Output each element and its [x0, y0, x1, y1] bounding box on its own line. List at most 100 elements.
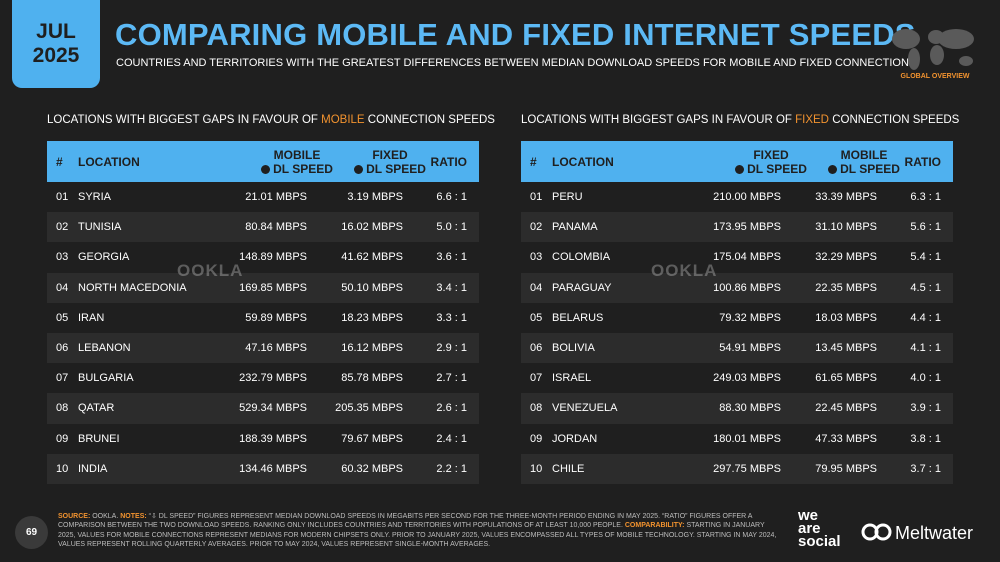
download-icon: [735, 164, 745, 174]
cell-value: 60.32 MBPS: [341, 462, 403, 475]
header-line: DL SPEED: [257, 162, 337, 176]
heading-text: LOCATIONS WITH BIGGEST GAPS IN FAVOUR OF: [521, 114, 796, 126]
table-heading: LOCATIONS WITH BIGGEST GAPS IN FAVOUR OF…: [47, 114, 495, 126]
date-badge: JUL 2025: [12, 0, 100, 88]
cell-value: 47.16 MBPS: [245, 342, 307, 355]
cell-value: 03: [56, 251, 69, 264]
cell-value: 47.33 MBPS: [815, 432, 877, 445]
heading-highlight: MOBILE: [321, 114, 365, 126]
cell-value: 33.39 MBPS: [815, 191, 877, 204]
cell-value: 22.45 MBPS: [815, 402, 877, 415]
table-row: 01 PERU 210.00 MBPS 33.39 MBPS 6.3 : 1: [521, 182, 953, 212]
location: PARAGUAY: [552, 281, 612, 294]
notes-label: NOTES:: [120, 513, 147, 520]
table-row: 02 TUNISIA 80.84 MBPS 16.02 MBPS 5.0 : 1: [47, 212, 479, 243]
heading-text: LOCATIONS WITH BIGGEST GAPS IN FAVOUR OF: [47, 114, 322, 126]
table-row: 06 BOLIVIA 54.91 MBPS 13.45 MBPS 4.1 : 1: [521, 332, 953, 364]
subtitle: COUNTRIES AND TERRITORIES WITH THE GREAT…: [116, 57, 917, 69]
heading-text: CONNECTION SPEEDS: [829, 114, 960, 126]
column-header: #: [530, 155, 537, 169]
cell-value: 100.86 MBPS: [713, 281, 781, 294]
cell-value: 61.65 MBPS: [815, 372, 877, 385]
cell-value: 210.00 MBPS: [713, 191, 781, 204]
cell-value: 205.35 MBPS: [335, 402, 403, 415]
cell-value: 3.9 : 1: [910, 402, 941, 415]
cell-value: 59.89 MBPS: [245, 311, 307, 324]
cell-value: 249.03 MBPS: [713, 372, 781, 385]
table-row: 09 BRUNEI 188.39 MBPS 79.67 MBPS 2.4 : 1: [47, 424, 479, 454]
cell-value: 02: [530, 221, 543, 234]
watermark: OOKLA: [651, 261, 718, 280]
cell-value: 08: [56, 402, 69, 415]
header-text: LOCATION: [552, 154, 614, 169]
cell-value: 4.1 : 1: [910, 342, 941, 355]
table-row: 03 COLOMBIA 175.04 MBPS 32.29 MBPS 5.4 : 1: [521, 242, 953, 272]
column-header: MOBILE DL SPEED: [257, 148, 337, 176]
comparability-label: COMPARABILITY:: [624, 522, 685, 530]
cell-value: 79.67 MBPS: [341, 432, 403, 445]
header-text: DL SPEED: [273, 161, 333, 176]
cell-value: 4.0 : 1: [910, 372, 941, 385]
column-header: RATIO: [905, 155, 941, 169]
cell-value: 173.95 MBPS: [713, 221, 781, 234]
column-header: #: [56, 155, 63, 169]
header-line: RATIO: [431, 155, 467, 169]
table: # LOCATION MOBILE DL SPEED FIXED DL SPEED RATI…: [47, 141, 479, 484]
cell-value: 6.6 : 1: [436, 191, 467, 204]
cell-value: 85.78 MBPS: [341, 372, 403, 385]
table-row: 01 SYRIA 21.01 MBPS 3.19 MBPS 6.6 : 1: [47, 182, 479, 212]
header-text: RATIO: [904, 154, 941, 169]
location: BRUNEI: [78, 432, 120, 445]
cell-value: 18.03 MBPS: [815, 311, 877, 324]
cell-value: 06: [56, 342, 69, 355]
header-line: LOCATION: [552, 155, 614, 169]
world-map: [892, 29, 974, 70]
location: IRAN: [78, 311, 105, 324]
download-icon: [354, 164, 364, 174]
cell-value: 41.62 MBPS: [341, 251, 403, 264]
cell-value: 188.39 MBPS: [239, 432, 307, 445]
cell-value: 88.30 MBPS: [719, 402, 781, 415]
cell-value: 80.84 MBPS: [245, 221, 307, 234]
cell-value: 10: [56, 462, 69, 475]
table-header: # LOCATION FIXED DL SPEED MOBILE DL SPEED RATI…: [521, 141, 953, 182]
location: SYRIA: [78, 191, 112, 204]
cell-value: 5.4 : 1: [910, 251, 941, 264]
cell-value: 79.32 MBPS: [719, 311, 781, 324]
cell-value: 05: [530, 311, 543, 324]
cell-value: 31.10 MBPS: [815, 221, 877, 234]
column-header: RATIO: [431, 155, 467, 169]
cell-value: 05: [56, 311, 69, 324]
cell-value: 16.12 MBPS: [341, 342, 403, 355]
meltwater-logo: Meltwater: [895, 523, 974, 543]
cell-value: 07: [56, 372, 69, 385]
cell-value: 21.01 MBPS: [245, 191, 307, 204]
cell-value: 16.02 MBPS: [341, 221, 403, 234]
title: COMPARING MOBILE AND FIXED INTERNET SPEE…: [115, 17, 916, 52]
cell-value: 18.23 MBPS: [341, 311, 403, 324]
table-row: 08 VENEZUELA 88.30 MBPS 22.45 MBPS 3.9 : 1: [521, 393, 953, 424]
source-label: SOURCE:: [58, 513, 91, 520]
cell-value: 6.3 : 1: [910, 191, 941, 204]
header-text: RATIO: [430, 154, 467, 169]
table-row: 04 PARAGUAY 100.86 MBPS 22.35 MBPS 4.5 : 1: [521, 272, 953, 303]
header-text: DL SPEED: [747, 161, 807, 176]
cell-value: 148.89 MBPS: [239, 251, 307, 264]
heading-highlight: FIXED: [795, 114, 829, 126]
cell-value: 169.85 MBPS: [239, 281, 307, 294]
location: CHILE: [552, 462, 585, 475]
header-line: FIXED: [731, 148, 811, 162]
table-row: 09 JORDAN 180.01 MBPS 47.33 MBPS 3.8 : 1: [521, 424, 953, 454]
heading-text: CONNECTION SPEEDS: [364, 114, 495, 126]
map-label: GLOBAL OVERVIEW: [900, 73, 970, 80]
cell-value: 10: [530, 462, 543, 475]
cell-value: 2.9 : 1: [436, 342, 467, 355]
column-header: LOCATION: [78, 155, 140, 169]
column-header: FIXED DL SPEED: [731, 148, 811, 176]
cell-value: 32.29 MBPS: [815, 251, 877, 264]
cell-value: 2.4 : 1: [436, 432, 467, 445]
download-icon: [261, 164, 271, 174]
cell-value: 3.7 : 1: [910, 462, 941, 475]
cell-value: 04: [530, 281, 543, 294]
location: BULGARIA: [78, 372, 134, 385]
